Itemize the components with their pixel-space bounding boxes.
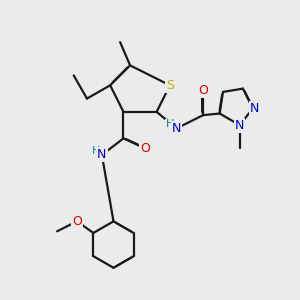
Text: N: N xyxy=(235,118,244,132)
Text: O: O xyxy=(198,84,208,97)
Text: O: O xyxy=(140,142,150,155)
Text: H: H xyxy=(92,146,100,156)
Text: N: N xyxy=(250,102,259,115)
Text: N: N xyxy=(97,148,106,161)
Text: S: S xyxy=(166,79,174,92)
Text: N: N xyxy=(172,122,181,135)
Text: O: O xyxy=(72,215,82,228)
Text: H: H xyxy=(166,119,174,130)
